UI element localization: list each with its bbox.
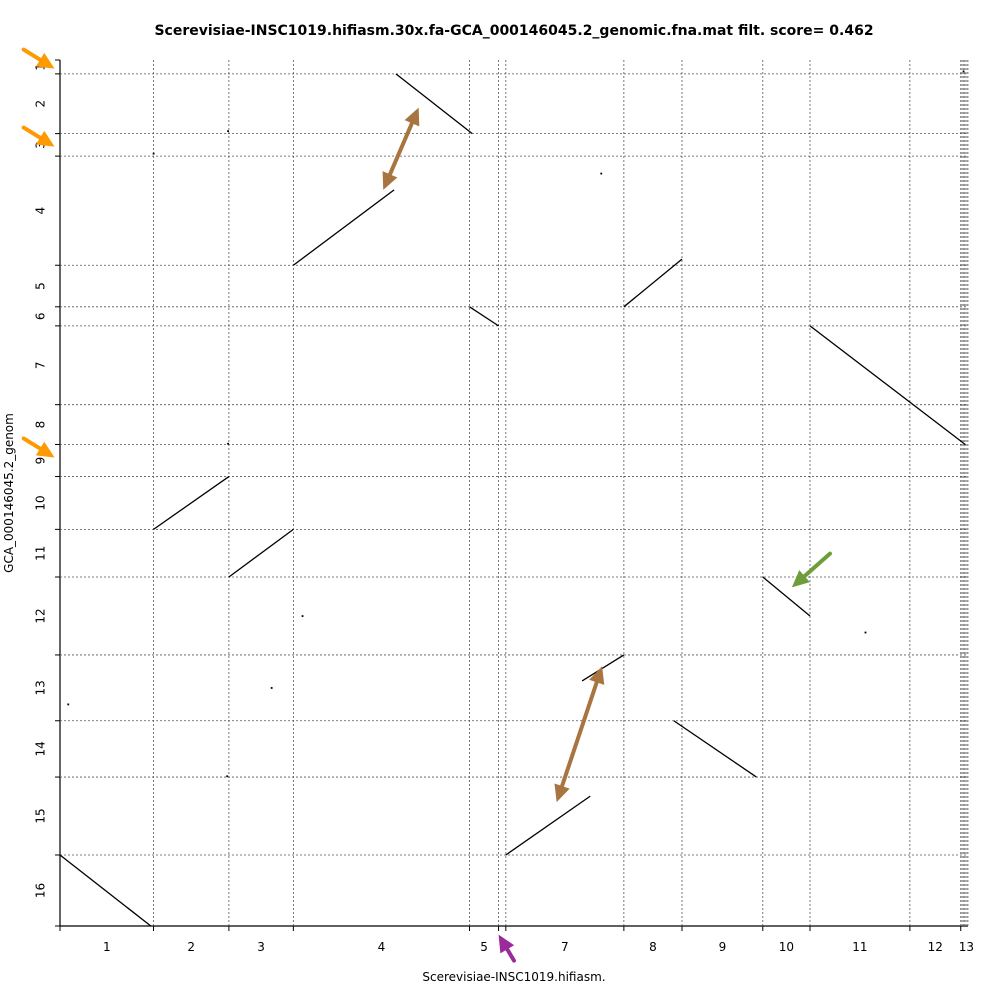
y-tick-label-8: 8 xyxy=(34,421,48,429)
y-tick-label-2: 2 xyxy=(34,100,48,108)
y-tick-label-15: 15 xyxy=(34,808,48,823)
y-tick-label-5: 5 xyxy=(34,282,48,290)
y-tick-label-14: 14 xyxy=(34,741,48,756)
annotation-arrow-shaft xyxy=(560,680,599,789)
alignment-dot xyxy=(864,631,867,634)
alignment-marks xyxy=(59,70,966,927)
annotation-arrowhead xyxy=(382,171,398,190)
annotation-arrowhead xyxy=(35,441,55,458)
alignment-dot xyxy=(67,703,70,706)
x-tick-label-12: 12 xyxy=(928,940,943,954)
annotation-arrow-shaft xyxy=(802,551,832,579)
annotation-arrow-shaft xyxy=(505,947,516,963)
alignment-segment xyxy=(581,654,625,682)
alignment-dot xyxy=(600,172,603,175)
grid-lines xyxy=(59,60,969,927)
chart-title: Scerevisiae-INSC1019.hifiasm.30x.fa-GCA_… xyxy=(154,23,873,39)
x-tick-label-4: 4 xyxy=(378,940,386,954)
y-tick-label-7: 7 xyxy=(34,361,48,369)
annotation-arrowhead xyxy=(791,570,810,588)
alignment-dot xyxy=(227,442,229,445)
x-tick-label-5: 5 xyxy=(480,940,488,954)
annotation-arrowhead xyxy=(498,934,515,954)
x-tick-label-9: 9 xyxy=(719,940,727,954)
annotation-arrow-shaft xyxy=(21,125,43,140)
x-axis-label: Scerevisiae-INSC1019.hifiasm. xyxy=(422,970,605,984)
annotation-arrow-shaft xyxy=(21,47,43,62)
axis-ticks: 123457891011121312345678910111213141516 xyxy=(34,59,974,954)
annotation-arrow-shaft xyxy=(21,436,43,451)
y-tick-label-9: 9 xyxy=(34,457,48,465)
alignment-segment xyxy=(505,795,591,856)
x-tick-label-7: 7 xyxy=(561,940,569,954)
y-tick-label-13: 13 xyxy=(34,680,48,695)
alignment-dot xyxy=(227,130,229,133)
y-tick-label-16: 16 xyxy=(34,883,48,898)
alignment-segment xyxy=(228,528,294,578)
alignment-segment xyxy=(469,306,499,327)
alignment-segment xyxy=(673,720,757,778)
x-tick-label-13: 13 xyxy=(959,940,974,954)
alignment-segment xyxy=(809,325,966,446)
alignment-segment xyxy=(292,189,395,266)
y-tick-label-12: 12 xyxy=(34,608,48,623)
annotation-arrowhead xyxy=(35,52,55,69)
alignment-dot xyxy=(152,152,155,155)
x-tick-label-2: 2 xyxy=(187,940,195,954)
y-tick-label-4: 4 xyxy=(34,207,48,215)
y-tick-label-11: 11 xyxy=(34,546,48,561)
x-tick-label-8: 8 xyxy=(649,940,657,954)
annotation-arrowhead xyxy=(554,783,570,803)
alignment-segment xyxy=(153,476,230,530)
alignment-segment xyxy=(59,854,152,927)
alignment-segment xyxy=(623,258,683,308)
annotation-arrowhead xyxy=(404,107,420,127)
annotation-arrows xyxy=(21,47,832,963)
x-tick-label-11: 11 xyxy=(852,940,867,954)
y-tick-label-6: 6 xyxy=(34,313,48,321)
annotation-arrowhead xyxy=(35,130,55,147)
alignment-dot xyxy=(301,615,304,617)
alignment-segment xyxy=(395,73,473,135)
y-tick-label-10: 10 xyxy=(34,495,48,510)
alignment-segment xyxy=(762,576,811,617)
alignment-dot xyxy=(226,775,229,778)
annotation-arrow-shaft xyxy=(387,121,414,177)
x-tick-label-3: 3 xyxy=(257,940,265,954)
alignment-dot xyxy=(270,687,273,689)
x-tick-label-10: 10 xyxy=(779,940,794,954)
alignment-dot xyxy=(962,70,965,73)
annotation-arrowhead xyxy=(589,666,605,685)
x-tick-label-1: 1 xyxy=(103,940,111,954)
y-axis-label: GCA_000146045.2_genom xyxy=(2,413,16,573)
